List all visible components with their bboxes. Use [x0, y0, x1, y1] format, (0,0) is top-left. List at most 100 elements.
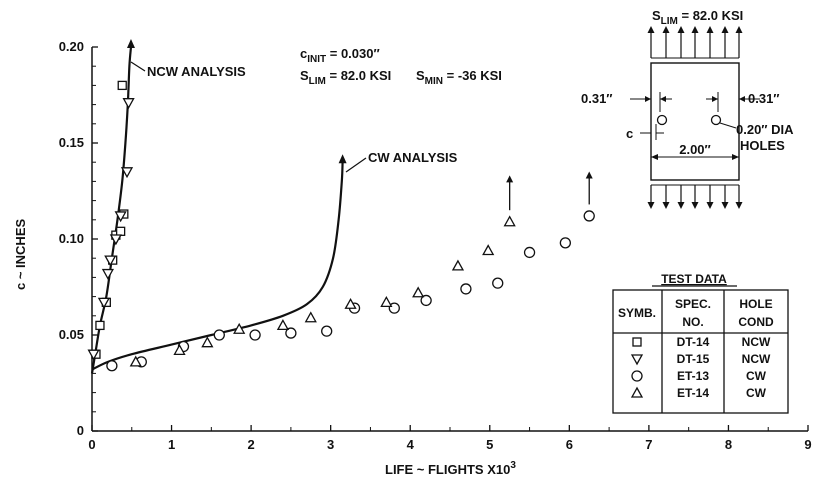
triangle-down-data-point	[122, 98, 135, 110]
triangle-down-data-point	[109, 234, 122, 246]
legend-header-spec: SPEC.	[675, 297, 711, 311]
x-tick-label: 0	[88, 437, 95, 452]
x-tick-label: 2	[247, 437, 254, 452]
triangle-up-data-point	[412, 286, 425, 298]
circle-data-point	[583, 210, 595, 222]
circle-data-point	[420, 294, 432, 307]
triangle-up-data-point	[503, 215, 516, 227]
ncw-analysis-curve	[90, 46, 133, 374]
legend-spec-no: DT-15	[677, 352, 710, 366]
legend-spec-no: ET-13	[677, 369, 709, 383]
x-tick-label: 3	[327, 437, 334, 452]
hole-dia-label: 0.20″ DIA	[736, 122, 794, 137]
load-arrowhead-top	[647, 26, 655, 33]
triangle-down-data-point	[120, 167, 134, 179]
y-tick-label: 0.15	[59, 135, 84, 150]
specimen-plate	[650, 62, 740, 181]
s-min-label: SMIN = -36 KSI	[416, 68, 502, 87]
ncw-analysis-label: NCW ANALYSIS	[147, 64, 246, 79]
legend-header-hole: HOLE	[739, 297, 772, 311]
load-arrows	[647, 26, 743, 209]
triangle-up-data-point	[129, 355, 142, 367]
left-edge-dim: 0.31″	[581, 91, 613, 106]
load-arrowhead-bottom	[691, 202, 699, 209]
x-tick-label: 7	[645, 437, 652, 452]
circle-data-point	[213, 329, 225, 341]
square-data-point	[95, 320, 105, 331]
triangle-up-data-point	[344, 297, 357, 309]
cw-analysis-curve	[91, 162, 344, 371]
test-data-points	[87, 80, 595, 372]
x-tick-label: 8	[725, 437, 732, 452]
legend-spec-no: DT-14	[677, 335, 710, 349]
c-init-label: cINIT = 0.030″	[300, 46, 380, 65]
specimen-stress-label: SLIM = 82.0 KSI	[652, 8, 743, 27]
triangle-up-data-point	[380, 296, 393, 308]
width-dim-label: 2.00″	[679, 142, 711, 157]
legend-rows: DT-14 NCW DT-15 NCW ET-13 CW ET-14 CW	[630, 335, 771, 400]
load-arrowhead-top	[735, 26, 743, 33]
x-tick-label: 6	[566, 437, 573, 452]
triangle-down-data-point	[97, 297, 111, 309]
legend-header-no: NO.	[682, 315, 703, 329]
load-arrowhead-bottom	[647, 202, 655, 209]
triangle-up-data-point	[482, 244, 495, 256]
triangle-down-data-point	[114, 211, 127, 223]
y-tick-label: 0.05	[59, 327, 84, 342]
y-axis-label: c ~ INCHES	[13, 219, 28, 290]
legend-square-marker	[632, 337, 642, 347]
runout-arrowhead	[585, 171, 593, 179]
holes-label: HOLES	[740, 138, 785, 153]
circle-data-point	[249, 329, 261, 341]
circle-data-point	[559, 237, 572, 249]
legend-header-symb: SYMB.	[618, 306, 656, 320]
load-arrowhead-top	[677, 26, 685, 33]
legend-title: TEST DATA	[661, 272, 727, 286]
y-tick-label: 0.10	[59, 231, 84, 246]
right-hole	[710, 114, 722, 126]
s-lim-label: SLIM = 82.0 KSI	[300, 68, 391, 87]
triangle-up-data-point	[173, 344, 186, 356]
y-tick-label: 0.20	[59, 39, 84, 54]
x-tick-label: 9	[804, 437, 811, 452]
load-arrowhead-bottom	[662, 202, 670, 209]
triangle-up-data-point	[201, 336, 214, 348]
triangle-down-data-point	[104, 255, 117, 267]
triangle-down-data-point	[101, 268, 115, 280]
crack-length-label: c	[626, 126, 633, 141]
cw-analysis-curve-arrowhead	[338, 154, 347, 164]
legend-circle-marker	[631, 370, 643, 382]
x-tick-label: 5	[486, 437, 493, 452]
circle-data-point	[492, 277, 504, 289]
x-axis-label: LIFE ~ FLIGHTS X103	[385, 460, 516, 477]
circle-data-point	[321, 325, 333, 337]
ncw-analysis-curve-arrowhead	[126, 39, 135, 48]
ncw-pointer-line	[130, 61, 146, 72]
runout-arrowhead	[506, 175, 514, 183]
legend-triangle-down-marker	[630, 354, 644, 366]
legend-hole-cond: NCW	[742, 335, 771, 349]
legend-hole-cond: CW	[746, 386, 767, 400]
left-hole	[656, 114, 668, 126]
legend-hole-cond: CW	[746, 369, 767, 383]
square-data-point	[117, 80, 127, 91]
circle-data-point	[388, 302, 400, 314]
cw-analysis-label: CW ANALYSIS	[368, 150, 458, 165]
circle-data-point	[460, 283, 472, 295]
circle-data-point	[285, 327, 297, 339]
triangle-up-data-point	[304, 311, 317, 323]
square-data-point	[115, 226, 126, 236]
x-tick-label: 1	[168, 437, 175, 452]
circle-data-point	[523, 246, 536, 259]
load-arrowhead-bottom	[706, 202, 714, 209]
legend: TEST DATA SYMB. SPEC. NO. HOLE COND DT-1…	[612, 272, 789, 414]
legend-table	[612, 289, 789, 414]
analysis-curves	[90, 39, 347, 374]
legend-triangle-up-marker	[630, 386, 644, 398]
cw-pointer-line	[345, 157, 367, 173]
circle-data-point	[106, 360, 118, 372]
triangle-up-data-point	[276, 319, 290, 331]
load-arrowhead-top	[691, 26, 699, 33]
load-arrowhead-bottom	[735, 202, 743, 209]
